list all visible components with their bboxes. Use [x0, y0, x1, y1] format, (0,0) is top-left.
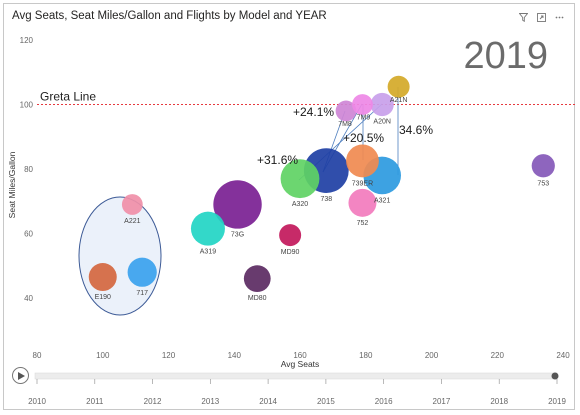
x-tick-label: 160	[293, 351, 307, 360]
annotation-pct-3: +31.6%	[257, 153, 298, 167]
annotation-pct-1: +24.1%	[293, 105, 334, 119]
bubble-label-753: 753	[537, 180, 549, 187]
bubble-label-73g: 73G	[231, 232, 244, 239]
bubble-752[interactable]	[348, 188, 377, 217]
bubble-a20n[interactable]	[370, 92, 394, 117]
bubble-7m8[interactable]	[335, 100, 357, 122]
bubble-a319[interactable]	[190, 211, 225, 246]
play-axis-year-2015[interactable]: 2015	[317, 397, 335, 406]
bubble-label-7m9: 7M9	[357, 115, 371, 122]
annotations: +24.1% +20.5% +31.6% 34.6%	[257, 105, 433, 167]
bubble-a221[interactable]	[121, 194, 143, 215]
bubble-a21n[interactable]	[387, 75, 410, 98]
x-tick-label: 80	[33, 351, 42, 360]
x-tick-label: 200	[425, 351, 439, 360]
bubble-label-a21n: A21N	[390, 97, 408, 104]
x-axis-title: Avg Seats	[281, 359, 320, 369]
play-axis-year-2014[interactable]: 2014	[259, 397, 277, 406]
bubble-label-752: 752	[357, 220, 369, 227]
regional-jets-highlight-ellipse	[78, 196, 162, 316]
bubble-label-e190: E190	[95, 294, 111, 301]
y-tick-label: 40	[24, 294, 33, 303]
x-tick-label: 120	[162, 351, 176, 360]
bubble-label-717: 717	[136, 290, 148, 297]
chart-title: Avg Seats, Seat Miles/Gallon and Flights…	[12, 10, 327, 22]
bubble-label-7m8: 7M8	[338, 121, 352, 128]
play-axis-year-2019[interactable]: 2019	[548, 397, 566, 406]
play-axis-year-2016[interactable]: 2016	[375, 397, 393, 406]
filter-icon[interactable]	[518, 9, 529, 23]
play-axis-year-2013[interactable]: 2013	[201, 397, 219, 406]
play-axis-track[interactable]	[34, 372, 558, 380]
bubble-label-739er: 739ER	[352, 180, 373, 187]
annotation-pct-4: 34.6%	[399, 123, 433, 137]
bubble-label-738: 738	[320, 196, 332, 203]
bubble-label-a320: A320	[292, 201, 308, 208]
focus-mode-icon[interactable]	[537, 9, 546, 22]
bubble-labels: A221 E190 717 A319 73G MD80 MD90 A320 738 7M8 7M9 7…	[95, 97, 550, 302]
y-tick-label: 120	[20, 36, 34, 45]
bubble-739er[interactable]	[346, 144, 379, 178]
bubble-label-md80: MD80	[248, 295, 267, 302]
bubble-series	[88, 75, 555, 293]
play-axis-year-2011[interactable]: 2011	[86, 397, 104, 406]
y-tick-label: 80	[24, 165, 33, 174]
bubble-label-a319: A319	[200, 249, 216, 256]
x-tick-label: 180	[359, 351, 373, 360]
play-icon[interactable]	[12, 367, 29, 384]
play-axis-year-2017[interactable]: 2017	[433, 397, 451, 406]
bubble-md80[interactable]	[243, 265, 271, 293]
axes: 80 100 120 140 160 180 200 220 240 40 60 80 100 120 Av…	[7, 36, 570, 369]
bubble-label-a20n: A20N	[373, 119, 391, 126]
y-tick-label: 60	[24, 230, 33, 239]
play-axis-year-2018[interactable]: 2018	[490, 397, 508, 406]
bubble-753[interactable]	[531, 154, 555, 178]
more-options-icon[interactable]	[555, 9, 564, 19]
bubble-label-a321: A321	[374, 197, 390, 204]
year-play-label: 2019	[463, 35, 548, 77]
bubble-label-md90: MD90	[281, 249, 300, 256]
bubble-7m9[interactable]	[352, 94, 373, 115]
y-tick-label: 100	[20, 101, 34, 110]
bubble-label-a221: A221	[124, 218, 140, 225]
x-tick-label: 140	[228, 351, 242, 360]
annotation-pct-2: +20.5%	[343, 131, 384, 145]
play-axis[interactable]: 2010 2011 2012 2013 2014 2015 2016 2017 2018 2019	[28, 372, 566, 407]
x-tick-label: 100	[96, 351, 110, 360]
play-axis-year-2012[interactable]: 2012	[144, 397, 162, 406]
bubble-717[interactable]	[127, 257, 157, 287]
play-axis-ticks: 2010 2011 2012 2013 2014 2015 2016 2017 2018 2019	[28, 379, 566, 406]
x-tick-label: 220	[491, 351, 505, 360]
bubble-e190[interactable]	[88, 263, 117, 292]
bubble-md90[interactable]	[279, 224, 302, 247]
play-axis-year-2010[interactable]: 2010	[28, 397, 46, 406]
play-axis-thumb[interactable]	[551, 372, 559, 380]
bubble-a320[interactable]	[280, 159, 320, 199]
y-axis-title: Seat Miles/Gallon	[7, 151, 17, 218]
visual-header-icons	[518, 9, 564, 23]
x-tick-label: 240	[556, 351, 570, 360]
bubble-73g[interactable]	[213, 180, 262, 229]
reference-line-group: Greta Line	[37, 90, 575, 105]
greta-line-label: Greta Line	[40, 90, 96, 104]
